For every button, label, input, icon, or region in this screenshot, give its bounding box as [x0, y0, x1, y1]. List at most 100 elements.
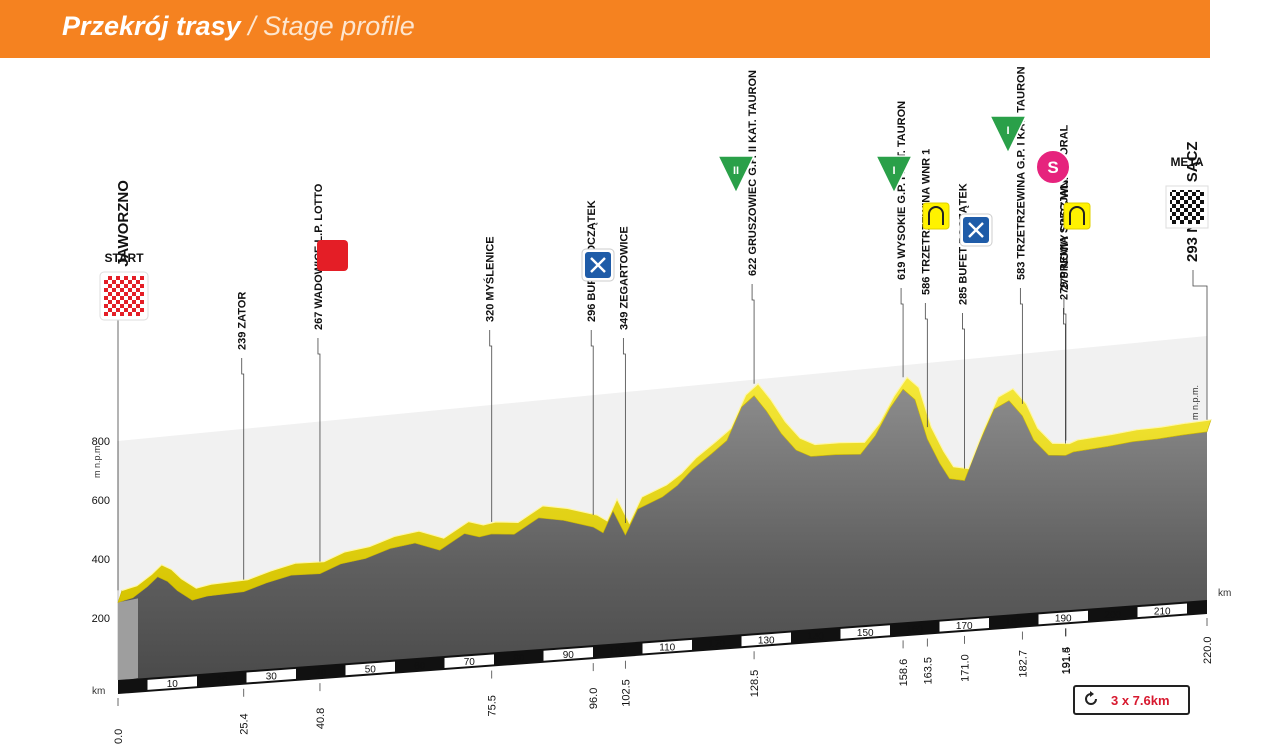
waypoint-text: 239 ZATOR [237, 292, 249, 350]
title-pl: Przekrój trasy [62, 11, 241, 41]
km-label: 75.5 [487, 695, 499, 716]
lap-arrow-icon [1085, 691, 1097, 705]
waypoint-altitude: 619 [896, 259, 908, 280]
km-axis-segment [345, 661, 395, 676]
waypoint-leader [1063, 298, 1067, 441]
lap-badge-text: 3 x 7.6km [1111, 693, 1170, 708]
kom-category-label: I [1006, 125, 1009, 137]
fork-knife-icon [590, 257, 606, 273]
km-label-text: 163.5 [922, 657, 934, 685]
waypoint-altitude: 622 [747, 255, 759, 276]
road-ribbon [117, 376, 1212, 603]
km-label: 191.4 [1060, 647, 1072, 675]
waypoint-text: 622 GRUSZOWIEC G.P. II KAT. TAURON [747, 70, 759, 276]
finish-label: META [1170, 155, 1203, 169]
km-axis-segment [939, 618, 989, 632]
km-label-text: 182.7 [1017, 650, 1029, 678]
terrain-body [118, 389, 1207, 682]
waypoint-text: 320 MYŚLENICE [484, 236, 497, 322]
bonus-arch-icon [928, 206, 944, 225]
waypoint-leader [489, 330, 493, 522]
kom-triangle-icon [988, 115, 1028, 155]
waypoint-altitude: 296 [586, 301, 598, 322]
km-axis: 10 20 30 40 50 60 70 80 90 100 110 120 130 140 150 160 1… [92, 588, 1231, 697]
x-tick-label: 70 [464, 657, 476, 668]
waypoint-label: 619 WYSOKIE G.P. I KAT. TAURON [896, 101, 908, 280]
km-axis-segment [246, 668, 296, 683]
waypoint-altitude: 320 [485, 301, 497, 322]
km-label: 102.5 [620, 679, 632, 707]
waypoint-altitude: 267 [313, 309, 325, 330]
y-tick-label: 600 [92, 495, 110, 507]
waypoint-leader [962, 313, 965, 469]
waypoint-text: 583 TRZETRZEWINA G.P. I KAT. TAURON [1015, 66, 1027, 280]
km-label-text: 220.0 [1202, 636, 1214, 664]
waypoint-altitude: 293 [1184, 233, 1201, 262]
km-label-text: 40.8 [315, 708, 327, 729]
y-tick-label: 800 [92, 436, 110, 448]
waypoint-leader [1192, 270, 1208, 420]
km-label: 171.0 [959, 654, 971, 682]
y-unit-text: m n.p.m. [92, 443, 102, 478]
km-label: 25.4 [239, 713, 251, 734]
waypoint-altitude: 349 [618, 309, 630, 330]
sprint-label: S [1047, 158, 1058, 177]
waypoint-name: JAWORZNO [115, 180, 132, 267]
km-label-text: 75.5 [487, 695, 499, 716]
km-label: 220.0 [1202, 636, 1214, 664]
x-tick-label: 60 [414, 661, 426, 672]
x-unit-right: km [1218, 588, 1231, 599]
kom-triangle-icon [716, 155, 756, 195]
special-sprint-icon [1035, 149, 1071, 185]
km-label: 40.8 [315, 708, 327, 729]
km-label: 0.0 [113, 729, 125, 744]
waypoint-leader [751, 284, 755, 384]
y-tick-label: 200 [92, 613, 110, 625]
waypoint-name: WYSOKIE G.P. I KAT. TAURON [896, 101, 908, 259]
road-highlight [121, 376, 1212, 591]
km-label-text: 191.4 [1060, 647, 1072, 675]
waypoint-text: 279 NOWY SĄCZ WNR [1059, 172, 1071, 290]
x-tick-label: 150 [857, 628, 874, 639]
km-label-text: 128.5 [749, 670, 761, 698]
terrain-side [118, 598, 138, 682]
km-label-text: 25.4 [239, 713, 251, 734]
title-en: Stage profile [263, 11, 415, 41]
waypoint-label: 583 TRZETRZEWINA G.P. I KAT. TAURON [1015, 66, 1027, 280]
header-bar: Przekrój trasy / Stage profile [0, 0, 1210, 58]
y-unit-right: m n.p.m. [1190, 385, 1200, 420]
lap-badge: 3 x 7.6km [1073, 685, 1190, 715]
start-flag-icon [104, 276, 144, 316]
km-label-text: 102.5 [620, 679, 632, 707]
title-separator: / [240, 11, 264, 41]
waypoint-leader [590, 330, 594, 516]
waypoint-label: 622 GRUSZOWIEC G.P. II KAT. TAURON [747, 70, 759, 276]
km-label-text: 0.0 [113, 729, 125, 744]
start-label: START [104, 251, 144, 265]
km-label: 96.0 [588, 688, 600, 709]
waypoint-name: TRZETRZEWINA G.P. I KAT. TAURON [1015, 66, 1027, 258]
waypoint-label: 279 NOWY SĄCZ WNR [1059, 172, 1071, 290]
y-unit-left: m n.p.m. [92, 443, 102, 478]
x-tick-label: 210 [1154, 606, 1171, 617]
km-axis-segment [1038, 610, 1088, 625]
finish-flag-icon [1170, 190, 1204, 224]
waypoint-name: GRUSZOWIEC G.P. II KAT. TAURON [747, 70, 759, 255]
x-tick-label: 110 [659, 643, 675, 654]
km-axis-segment [1137, 603, 1187, 618]
km-axis-segment [147, 676, 197, 690]
km-label: 182.7 [1017, 650, 1029, 678]
waypoint-name: MYŚLENICE [484, 236, 497, 300]
km-label-text: 96.0 [588, 688, 600, 709]
waypoint-leader [241, 358, 245, 580]
x-tick-label: 90 [563, 650, 575, 661]
x-tick-label: 100 [609, 646, 626, 657]
waypoint-leader [1019, 288, 1023, 404]
lotto-sprint-icon [317, 240, 348, 271]
km-axis-segment [444, 654, 494, 669]
waypoint-label: 349 ZEGARTOWICE [618, 226, 630, 330]
km-label-text: 191.5 [1061, 647, 1073, 675]
x-tick-label: 80 [513, 654, 525, 665]
